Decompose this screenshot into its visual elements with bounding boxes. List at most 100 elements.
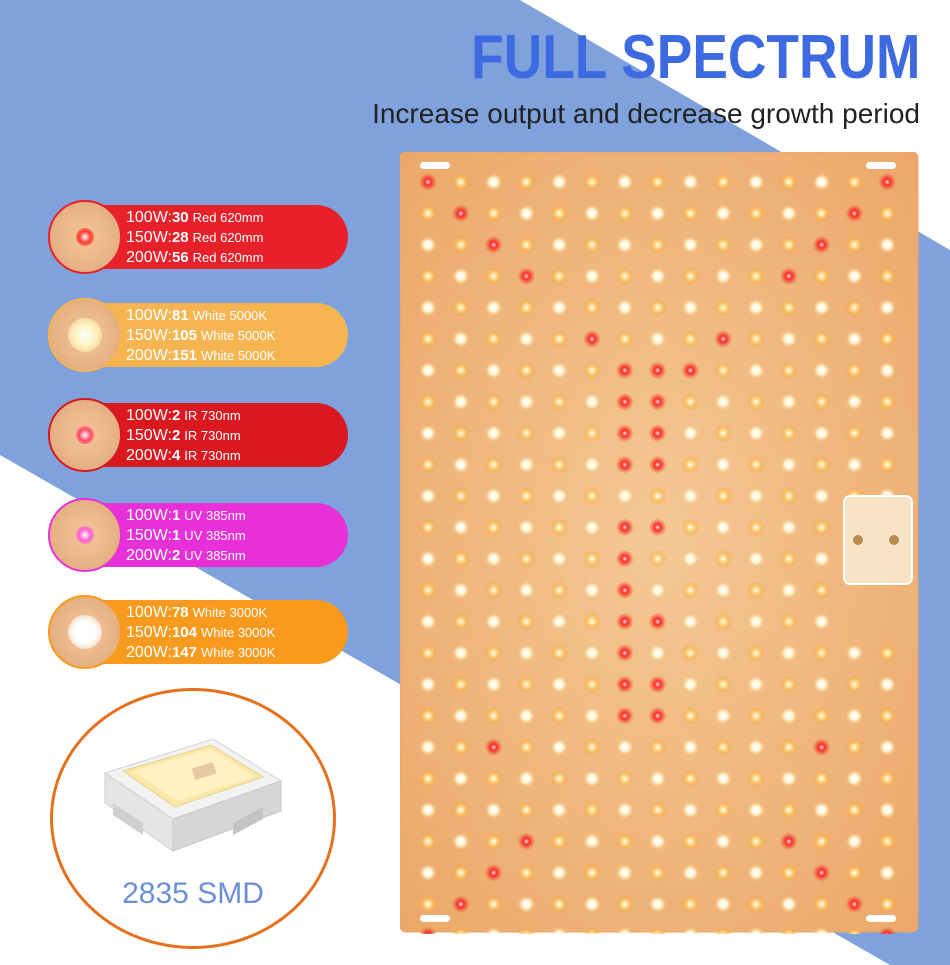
- led-emitter: [845, 267, 864, 286]
- led-emitter: [648, 235, 667, 254]
- spec-wattage: 200W:: [126, 447, 172, 464]
- led-emitter: [779, 769, 798, 788]
- led-emitter: [747, 926, 765, 934]
- led-emitter: [845, 706, 864, 725]
- led-emitter: [747, 424, 765, 443]
- spec-wattage: 150W:: [126, 427, 172, 444]
- led-emitter: [583, 298, 601, 317]
- spec-line: 150W:28 Red 620mm: [126, 228, 263, 248]
- spec-led-count: 151: [171, 347, 197, 364]
- led-emitter: [484, 173, 503, 191]
- led-emitter: [648, 926, 667, 934]
- led-emitter: [779, 581, 798, 600]
- led-emitter: [779, 832, 798, 851]
- spec-line: 100W:81 White 5000K: [126, 306, 275, 326]
- led-emitter: [550, 204, 569, 223]
- led-emitter: [779, 738, 798, 757]
- led-emitter: [747, 895, 765, 914]
- spec-led-count: 28: [171, 229, 189, 246]
- spec-line: 150W:2 IR 730nm: [126, 426, 241, 446]
- led-emitter: [714, 235, 733, 254]
- led-emitter: [747, 392, 765, 411]
- led-grid: [419, 173, 897, 934]
- led-emitter: [812, 832, 831, 851]
- led-emitter: [747, 863, 765, 882]
- led-emitter: [419, 330, 437, 348]
- led-emitter: [845, 895, 864, 914]
- led-emitter: [845, 801, 864, 819]
- led-emitter: [484, 769, 503, 788]
- led-emitter: [615, 895, 634, 914]
- spec-lines: 100W:2 IR 730nm 150W:2 IR 730nm 200W:4 IR 730…: [126, 406, 241, 466]
- led-emitter: [615, 518, 634, 537]
- spec-led-count: 56: [171, 249, 189, 266]
- led-emitter: [681, 801, 700, 819]
- led-emitter: [451, 549, 470, 568]
- led-emitter: [845, 926, 864, 934]
- led-emitter: [812, 612, 831, 631]
- led-emitter: [681, 424, 700, 443]
- led-emitter: [845, 204, 864, 223]
- led-emitter: [484, 235, 503, 254]
- led-emitter: [583, 235, 601, 254]
- spec-wattage: 200W:: [126, 347, 172, 364]
- led-emitter: [484, 895, 503, 914]
- led-emitter: [615, 863, 634, 882]
- led-emitter: [615, 549, 634, 568]
- spec-led-count: 30: [171, 209, 189, 226]
- spec-wavelength: White 5000K: [200, 328, 276, 343]
- led-emitter: [714, 612, 733, 631]
- led-emitter: [550, 863, 569, 882]
- led-emitter: [812, 644, 831, 662]
- led-emitter: [681, 926, 700, 934]
- led-emitter: [878, 644, 897, 662]
- led-emitter: [419, 644, 437, 662]
- led-emitter: [550, 549, 569, 568]
- led-emitter: [648, 173, 667, 191]
- led-emitter: [714, 832, 733, 851]
- led-emitter: [419, 926, 437, 934]
- led-emitter: [681, 706, 700, 725]
- led-emitter: [419, 738, 437, 757]
- led-emitter: [583, 549, 601, 568]
- led-emitter: [615, 455, 634, 474]
- led-emitter: [714, 675, 733, 694]
- led-emitter: [550, 173, 569, 191]
- led-emitter: [714, 706, 733, 725]
- spec-badge-white-light: 100W:81 White 5000K 150W:105 White 5000K 200…: [48, 298, 348, 372]
- spec-led-count: 1: [171, 527, 181, 544]
- led-emitter: [517, 424, 536, 443]
- led-emitter: [845, 455, 864, 474]
- spec-wattage: 100W:: [126, 407, 172, 424]
- led-emitter: [550, 235, 569, 254]
- led-emitter: [583, 361, 601, 380]
- led-emitter: [419, 424, 437, 443]
- led-emitter: [419, 581, 437, 600]
- spec-line: 150W:105 White 5000K: [126, 326, 275, 346]
- led-emitter: [451, 392, 470, 411]
- led-emitter: [845, 644, 864, 662]
- led-emitter: [779, 330, 798, 348]
- led-emitter: [517, 801, 536, 819]
- led-emitter: [484, 581, 503, 600]
- led-emitter: [878, 204, 897, 223]
- led-emitter: [615, 361, 634, 380]
- led-emitter: [714, 330, 733, 348]
- spec-wavelength: UV 385nm: [184, 528, 246, 543]
- led-emitter: [878, 769, 897, 788]
- led-emitter: [779, 298, 798, 317]
- led-emitter: [681, 361, 700, 380]
- led-emitter: [878, 926, 897, 934]
- led-emitter: [648, 895, 667, 914]
- led-emitter: [845, 769, 864, 788]
- led-emitter: [681, 738, 700, 757]
- led-emitter: [419, 549, 437, 568]
- led-emitter: [583, 455, 601, 474]
- led-emitter: [419, 361, 437, 380]
- led-emitter: [747, 706, 765, 725]
- spec-line: 100W:78 White 3000K: [126, 603, 275, 623]
- led-emitter: [484, 644, 503, 662]
- led-emitter: [484, 361, 503, 380]
- led-emitter: [550, 675, 569, 694]
- led-emitter: [714, 895, 733, 914]
